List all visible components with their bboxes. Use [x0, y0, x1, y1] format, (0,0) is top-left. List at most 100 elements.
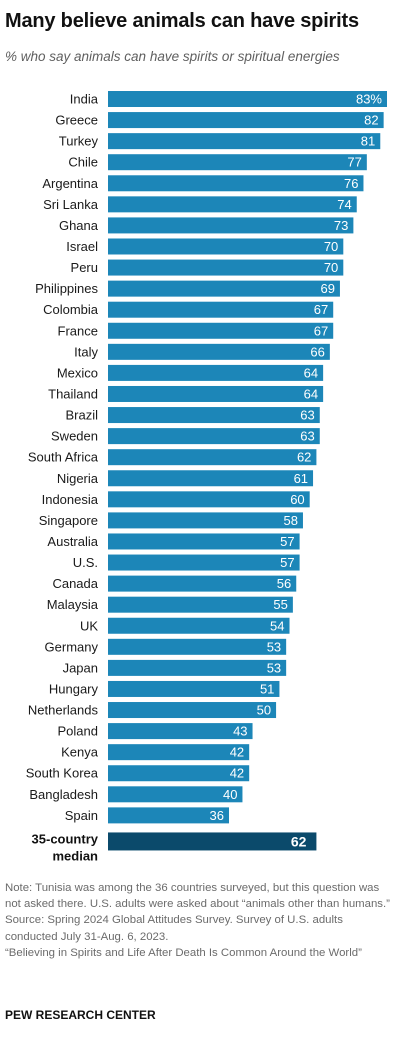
value-label: 36 — [210, 808, 224, 823]
value-label: 40 — [223, 787, 237, 802]
category-label: South Africa — [28, 450, 99, 465]
value-label: 51 — [260, 681, 274, 696]
category-label: Colombia — [43, 302, 99, 317]
category-label: Mexico — [57, 365, 98, 380]
bar — [108, 470, 314, 487]
category-label: France — [58, 323, 98, 338]
value-label: 74 — [337, 197, 351, 212]
value-label: 83% — [356, 92, 382, 107]
bar — [108, 112, 384, 129]
category-label: Kenya — [61, 745, 99, 760]
bar — [108, 744, 250, 761]
category-label: Netherlands — [28, 703, 99, 718]
category-label: Poland — [58, 724, 98, 739]
value-label: 73 — [334, 218, 348, 233]
category-label: Indonesia — [42, 492, 99, 507]
category-label: Philippines — [35, 281, 98, 296]
value-label: 63 — [300, 408, 314, 423]
value-label: 56 — [277, 576, 291, 591]
bar — [108, 385, 324, 402]
value-label: 57 — [280, 555, 294, 570]
value-label: 81 — [361, 134, 375, 149]
bar — [108, 575, 297, 592]
bar — [108, 807, 230, 824]
note-text: Note: Tunisia was among the 36 countries… — [5, 882, 390, 911]
bar — [108, 407, 320, 424]
bar — [108, 680, 280, 697]
category-label: South Korea — [26, 766, 99, 781]
bar — [108, 428, 320, 445]
category-label: Ghana — [59, 218, 99, 233]
bar — [108, 554, 300, 571]
category-label: Sri Lanka — [43, 197, 99, 212]
footer-brand: PEW RESEARCH CENTER — [5, 1008, 156, 1022]
bar — [108, 343, 330, 360]
bar — [108, 196, 357, 213]
value-label: 76 — [344, 176, 358, 191]
value-label: 53 — [267, 660, 281, 675]
bar — [108, 238, 344, 255]
category-label: Italy — [74, 344, 98, 359]
bar — [108, 765, 250, 782]
value-label: 70 — [324, 260, 338, 275]
category-label: Turkey — [59, 134, 99, 149]
value-label: 66 — [310, 344, 324, 359]
category-label: Peru — [71, 260, 98, 275]
median-label-line2: median — [52, 848, 98, 863]
report-title-text: “Believing in Spirits and Life After Dea… — [5, 946, 362, 959]
value-label: 64 — [304, 365, 318, 380]
bar — [108, 91, 387, 107]
bar — [108, 133, 381, 150]
category-label: Australia — [47, 534, 98, 549]
value-label: 63 — [300, 429, 314, 444]
category-label: Greece — [55, 113, 98, 128]
value-label: 64 — [304, 386, 318, 401]
value-label: 61 — [294, 471, 308, 486]
category-label: Canada — [52, 576, 98, 591]
category-label: Bangladesh — [29, 787, 98, 802]
value-label: 67 — [314, 323, 328, 338]
category-label: Nigeria — [57, 471, 99, 486]
value-label: 42 — [230, 766, 244, 781]
median-bar — [108, 832, 317, 851]
bar — [108, 723, 253, 740]
category-label: Spain — [65, 808, 98, 823]
value-label: 58 — [283, 513, 297, 528]
value-label: 67 — [314, 302, 328, 317]
bar — [108, 280, 340, 297]
category-label: Argentina — [42, 176, 98, 191]
bar — [108, 175, 364, 192]
bar — [108, 533, 300, 550]
value-label: 53 — [267, 639, 281, 654]
bar-chart: India 83% Greece 82 Turkey 81 Chile 77 Argentina… — [26, 91, 387, 863]
bar — [108, 301, 334, 318]
bar — [108, 786, 243, 803]
value-label: 50 — [257, 703, 271, 718]
value-label: 42 — [230, 745, 244, 760]
value-label: 77 — [347, 155, 361, 170]
category-label: Israel — [66, 239, 98, 254]
category-label: Singapore — [39, 513, 98, 528]
median-value-label: 62 — [291, 833, 307, 849]
bar — [108, 638, 287, 655]
category-label: UK — [80, 618, 98, 633]
bar — [108, 154, 367, 171]
value-label: 55 — [273, 597, 287, 612]
bar — [108, 617, 290, 634]
value-label: 69 — [320, 281, 334, 296]
bar — [108, 322, 334, 339]
category-label: Germany — [45, 639, 99, 654]
chart-subtitle: % who say animals can have spirits or sp… — [5, 49, 340, 64]
category-label: Malaysia — [47, 597, 99, 612]
chart-title: Many believe animals can have spirits — [5, 10, 359, 32]
bar — [108, 449, 317, 466]
category-label: Sweden — [51, 429, 98, 444]
category-label: India — [70, 92, 99, 107]
category-label: U.S. — [73, 555, 98, 570]
category-label: Thailand — [48, 386, 98, 401]
value-label: 54 — [270, 618, 284, 633]
category-label: Japan — [63, 660, 98, 675]
bar — [108, 659, 287, 676]
bar — [108, 596, 293, 613]
